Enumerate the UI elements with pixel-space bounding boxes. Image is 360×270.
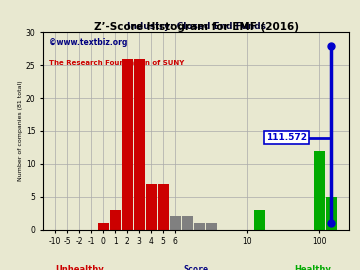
Bar xyxy=(194,223,204,230)
Text: The Research Foundation of SUNY: The Research Foundation of SUNY xyxy=(49,60,185,66)
Bar xyxy=(122,59,132,230)
Bar xyxy=(146,184,157,230)
Text: Score: Score xyxy=(184,265,209,270)
Bar xyxy=(254,210,265,230)
Bar xyxy=(158,184,168,230)
Text: 111.572: 111.572 xyxy=(266,133,307,142)
Y-axis label: Number of companies (81 total): Number of companies (81 total) xyxy=(18,81,23,181)
Bar xyxy=(134,59,145,230)
Text: Industry: Closed End Funds: Industry: Closed End Funds xyxy=(127,22,266,31)
Bar xyxy=(206,223,217,230)
Bar xyxy=(314,151,325,230)
Bar xyxy=(110,210,121,230)
Bar xyxy=(182,216,193,230)
Bar xyxy=(326,197,337,230)
Bar xyxy=(98,223,109,230)
Text: Unhealthy: Unhealthy xyxy=(55,265,104,270)
Text: ©www.textbiz.org: ©www.textbiz.org xyxy=(49,38,128,47)
Text: Healthy: Healthy xyxy=(294,265,331,270)
Title: Z’-Score Histogram for EMF (2016): Z’-Score Histogram for EMF (2016) xyxy=(94,22,299,32)
Bar xyxy=(170,216,181,230)
